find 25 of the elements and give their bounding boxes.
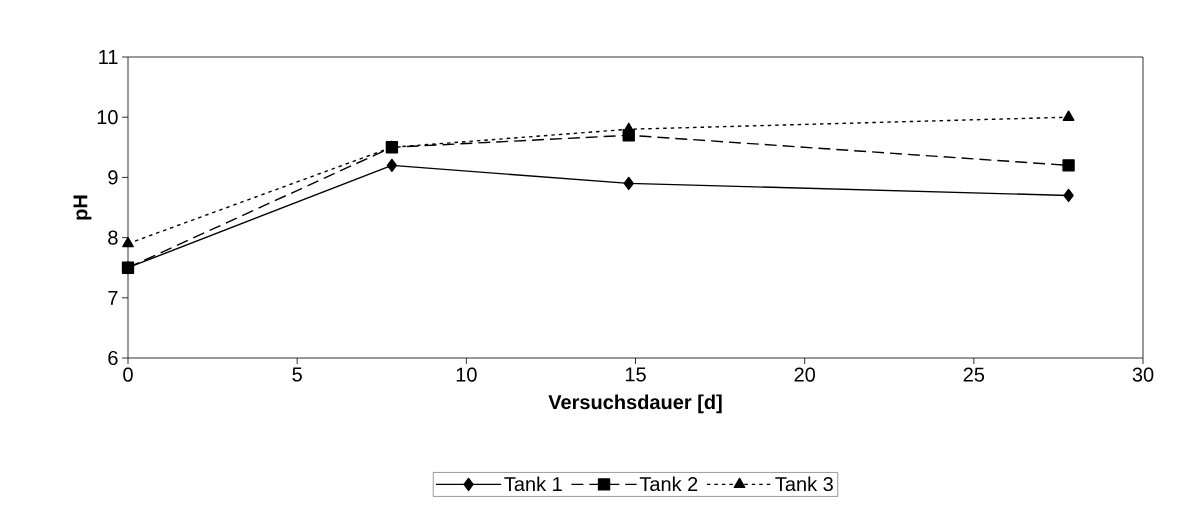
point <box>386 158 398 173</box>
point <box>622 122 635 133</box>
point <box>1062 159 1075 172</box>
y-tick-label: 9 <box>108 170 118 185</box>
y-axis-title: pH <box>73 195 92 220</box>
point <box>623 176 634 191</box>
y-tick-label: 8 <box>108 230 118 245</box>
x-axis-title: Versuchsdauer [d] <box>548 394 722 414</box>
legend-label: Tank 3 <box>775 476 833 492</box>
x-tick-label: 20 <box>794 367 816 382</box>
x-tick-label: 30 <box>1132 367 1154 382</box>
y-tick-label: 10 <box>97 110 118 125</box>
point <box>1063 188 1074 203</box>
x-tick-label: 5 <box>292 367 302 382</box>
legend-label: Tank 1 <box>504 476 562 492</box>
x-tick-label: 0 <box>123 367 133 382</box>
legend-label: Tank 2 <box>639 476 698 492</box>
x-tick-label: 15 <box>625 367 646 382</box>
y-tick-label: 7 <box>108 290 118 305</box>
x-tick-label: 25 <box>963 367 985 382</box>
point <box>122 236 134 248</box>
y-tick-label: 6 <box>108 350 118 366</box>
point <box>1062 110 1075 121</box>
x-tick-label: 10 <box>456 367 477 382</box>
y-tick-label: 11 <box>99 50 118 64</box>
